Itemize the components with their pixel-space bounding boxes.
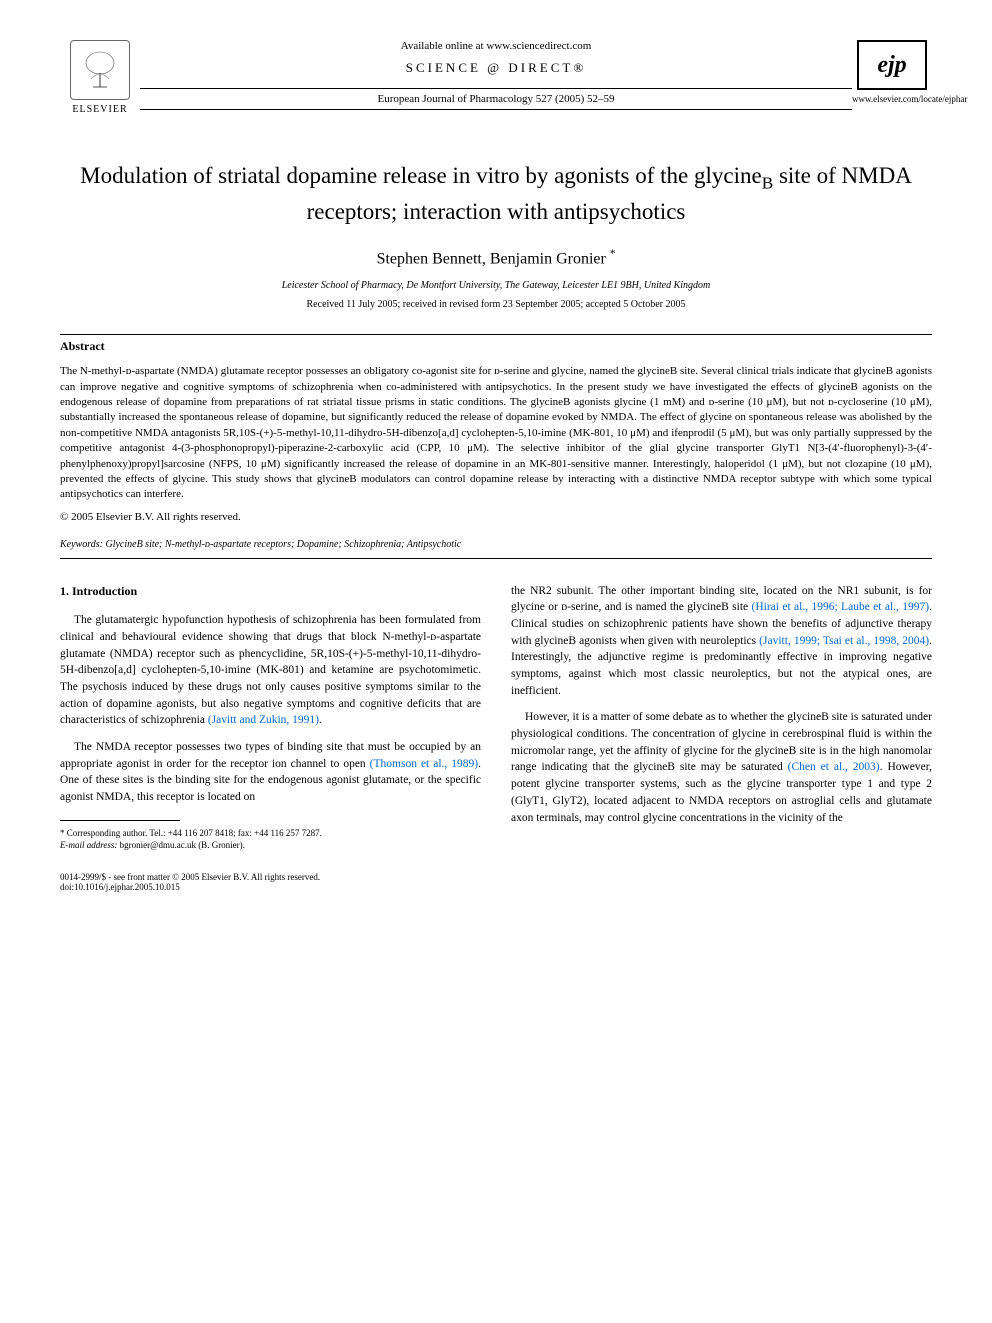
p1-text: The glutamatergic hypofunction hypothesi… [60, 614, 481, 726]
intro-heading: 1. Introduction [60, 583, 481, 600]
body-columns: 1. Introduction The glutamatergic hypofu… [60, 583, 932, 852]
keywords-text: GlycineB site; N-methyl-ᴅ-aspartate rece… [105, 539, 461, 550]
abstract-heading: Abstract [60, 339, 932, 354]
p1-end: . [319, 714, 322, 726]
abstract-rule-top [60, 334, 932, 335]
science-direct-logo: SCIENCE @ DIRECT® [140, 60, 852, 76]
elsevier-tree-icon [70, 40, 130, 100]
header-rule-top [140, 88, 852, 89]
abstract-text: The N-methyl-ᴅ-aspartate (NMDA) glutamat… [60, 364, 932, 503]
column-left: 1. Introduction The glutamatergic hypofu… [60, 583, 481, 852]
publisher-name: ELSEVIER [72, 104, 127, 115]
footnote-separator [60, 820, 180, 821]
citation-link[interactable]: (Chen et al., 2003) [788, 761, 880, 773]
issn-line: 0014-2999/$ - see front matter © 2005 El… [60, 872, 932, 882]
publisher-logo: ELSEVIER [60, 40, 140, 130]
citation-link[interactable]: (Hirai et al., 1996; Laube et al., 1997) [752, 601, 930, 613]
citation-link[interactable]: (Javitt and Zukin, 1991) [208, 714, 319, 726]
header-center: Available online at www.sciencedirect.co… [140, 40, 852, 114]
header-rule-bottom [140, 109, 852, 110]
abstract-rule-bottom [60, 558, 932, 559]
column-right: the NR2 subunit. The other important bin… [511, 583, 932, 852]
doi-line: doi:10.1016/j.ejphar.2005.10.015 [60, 882, 932, 892]
intro-paragraph-2: The NMDA receptor possesses two types of… [60, 739, 481, 806]
intro-paragraph-4: However, it is a matter of some debate a… [511, 709, 932, 826]
journal-citation: European Journal of Pharmacology 527 (20… [140, 93, 852, 105]
journal-abbrev: ejp [857, 40, 927, 90]
article-title: Modulation of striatal dopamine release … [60, 160, 932, 228]
journal-url: www.elsevier.com/locate/ejphar [852, 94, 932, 104]
authors: Stephen Bennett, Benjamin Gronier * [60, 248, 932, 268]
citation-link[interactable]: (Thomson et al., 1989) [370, 758, 478, 770]
journal-logo: ejp www.elsevier.com/locate/ejphar [852, 40, 932, 104]
title-part1: Modulation of striatal dopamine release … [80, 163, 762, 188]
article-dates: Received 11 July 2005; received in revis… [60, 299, 932, 310]
affiliation: Leicester School of Pharmacy, De Montfor… [60, 280, 932, 291]
page-footer: 0014-2999/$ - see front matter © 2005 El… [60, 872, 932, 892]
available-online-text: Available online at www.sciencedirect.co… [140, 40, 852, 52]
email-address: bgronier@dmu.ac.uk (B. Gronier). [120, 840, 245, 850]
email-footnote: E-mail address: bgronier@dmu.ac.uk (B. G… [60, 839, 481, 852]
email-label: E-mail address: [60, 840, 117, 850]
keywords-label: Keywords: [60, 539, 103, 550]
corresponding-mark: * [610, 248, 616, 260]
title-subscript: B [762, 174, 774, 193]
intro-paragraph-1: The glutamatergic hypofunction hypothesi… [60, 612, 481, 729]
copyright-line: © 2005 Elsevier B.V. All rights reserved… [60, 511, 932, 523]
corresponding-footnote: * Corresponding author. Tel.: +44 116 20… [60, 827, 481, 840]
author-names: Stephen Bennett, Benjamin Gronier [377, 250, 606, 267]
citation-link[interactable]: (Javitt, 1999; Tsai et al., 1998, 2004) [759, 635, 929, 647]
intro-paragraph-3: the NR2 subunit. The other important bin… [511, 583, 932, 700]
page-header: ELSEVIER Available online at www.science… [60, 40, 932, 130]
keywords-line: Keywords: GlycineB site; N-methyl-ᴅ-aspa… [60, 539, 932, 550]
